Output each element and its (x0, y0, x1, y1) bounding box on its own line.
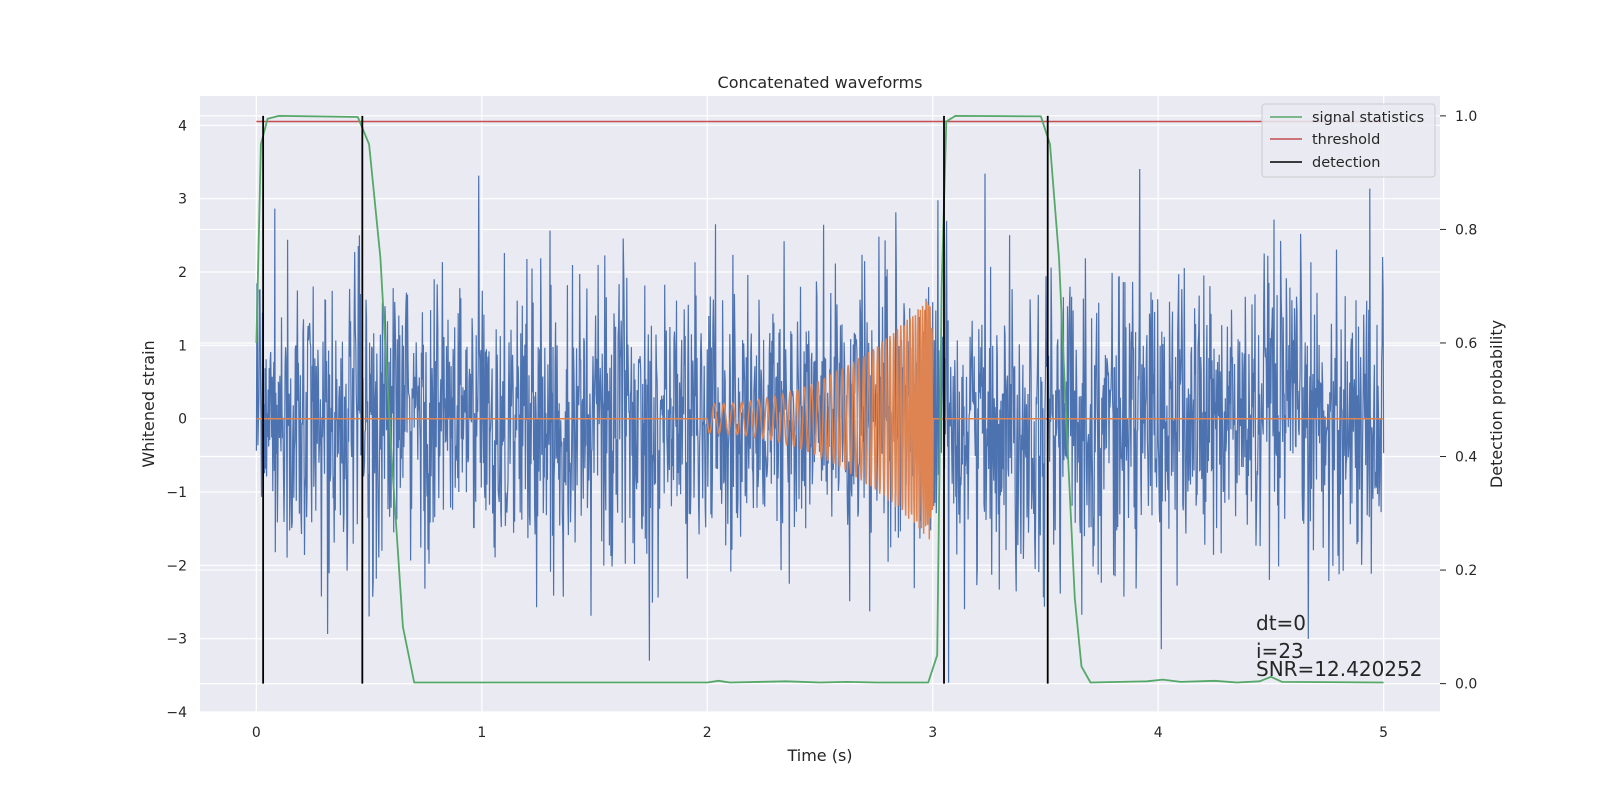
y-tick-label: 1 (178, 338, 187, 354)
y2-tick-label: 0.6 (1455, 336, 1477, 352)
x-tick-label: 1 (477, 725, 486, 741)
y2-tick-label: 0.4 (1455, 450, 1477, 466)
y-tick-label: −3 (166, 632, 187, 648)
x-tick-label: 3 (928, 725, 937, 741)
y-tick-label: 2 (178, 265, 187, 281)
legend-label-detection: detection (1312, 155, 1380, 171)
noise-line (255, 168, 1385, 683)
y-tick-label: −4 (166, 705, 187, 721)
legend: signal statistics threshold detection (1261, 103, 1436, 178)
x-tick-label: 2 (703, 725, 712, 741)
y2-tick-label: 0.0 (1455, 677, 1477, 693)
y2-axis-label: Detection probability (1487, 320, 1506, 488)
legend-label-threshold: threshold (1312, 132, 1380, 148)
signal-statistics-line (255, 115, 1384, 684)
x-tick-label: 4 (1154, 725, 1163, 741)
x-tick-label: 5 (1379, 725, 1388, 741)
legend-box (1261, 103, 1436, 178)
chart-title: Concatenated waveforms (718, 73, 923, 92)
detection-series (262, 115, 1049, 684)
y-tick-label: −1 (166, 485, 187, 501)
y2-tick-label: 1.0 (1455, 109, 1477, 125)
x-axis-label: Time (s) (786, 746, 852, 765)
annotation-i: i=23 (1256, 639, 1304, 663)
x-tick-label: 0 (252, 725, 261, 741)
y-tick-label: −2 (166, 558, 187, 574)
annotation-dt: dt=0 (1256, 611, 1306, 635)
axis-ticks: 0 1 2 3 4 5 −4 −3 −2 −1 0 1 2 3 4 0.0 0.2 0.4 0.6 0.8 1.0 (166, 109, 1477, 741)
y2-tick-label: 0.8 (1455, 222, 1477, 238)
y-tick-label: 0 (178, 412, 187, 428)
legend-label-signal-statistics: signal statistics (1312, 110, 1424, 126)
injected-signal-series (256, 301, 1384, 540)
signal-statistics-series (255, 115, 1384, 684)
y2-tick-label: 0.2 (1455, 563, 1477, 579)
y-tick-label: 4 (178, 118, 187, 134)
annotation-snr: SNR=12.420252 (1256, 657, 1422, 681)
y-tick-label: 3 (178, 192, 187, 208)
noise-series (255, 168, 1385, 683)
y-axis-label: Whitened strain (139, 340, 158, 467)
injected-signal-line (256, 301, 1384, 540)
